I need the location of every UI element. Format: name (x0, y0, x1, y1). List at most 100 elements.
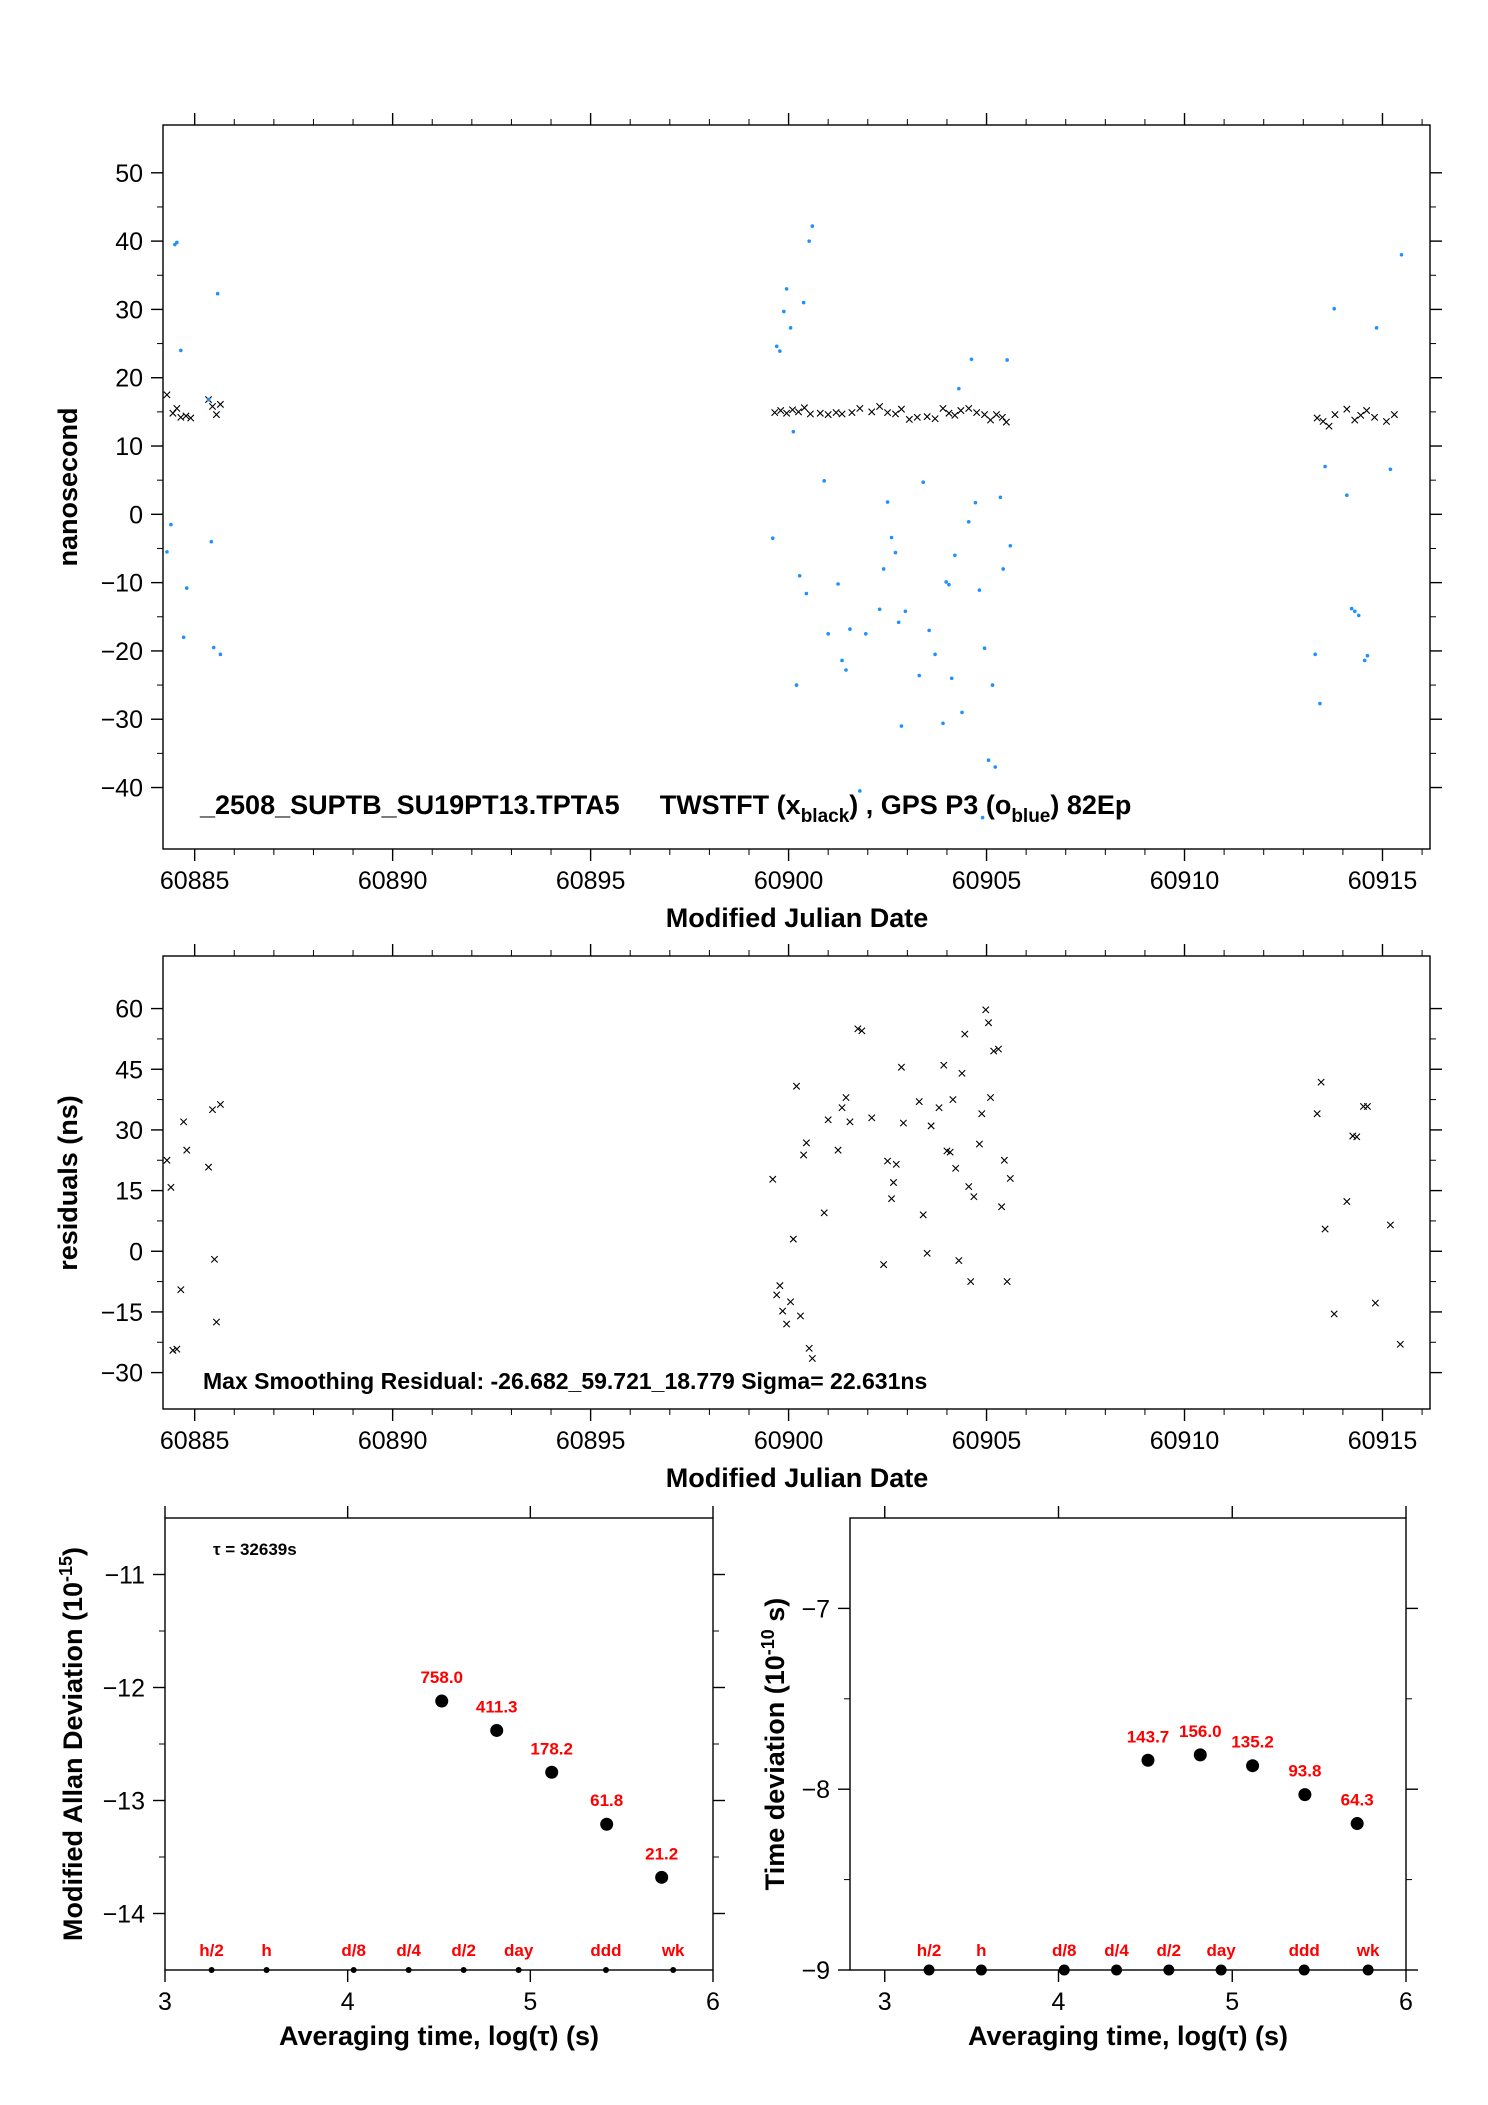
p1-dot-marker (977, 588, 982, 592)
p3-tau-label: wk (661, 1941, 685, 1960)
p3-tau-marker (602, 1967, 609, 1973)
p1-dot-marker (801, 300, 806, 305)
p1-dot-marker (947, 582, 951, 587)
p1-annot-twstft-sub: black (801, 806, 850, 827)
p4-point-label: 64.3 (1341, 1791, 1374, 1810)
p1-dot-marker (993, 765, 998, 769)
p2-x-marker (1386, 1221, 1394, 1229)
p1-x-marker (848, 408, 856, 417)
p1-dot-marker (917, 673, 922, 678)
p1-dot-marker (877, 607, 882, 612)
p1-x-marker (1331, 411, 1339, 419)
p4-ylabel-main: Time deviation (10 (760, 1655, 790, 1890)
time-difference-panel: 60885 60890 60895 60900 60905 60910 60915 −40 −3… (53, 113, 1442, 933)
p1-dot-marker (899, 724, 904, 728)
p1-x-marker (913, 413, 921, 421)
p2-x-marker (858, 1027, 866, 1035)
p2-ytick-label: 60 (115, 996, 143, 1024)
p1-dot-marker (778, 349, 782, 353)
p1-x-marker (1319, 417, 1327, 426)
p3-tau-marker (460, 1967, 467, 1973)
p3-tau-marker (350, 1967, 357, 1973)
p2-x-marker (773, 1291, 781, 1299)
p4-tau-label: day (1206, 1941, 1236, 1960)
p1-ytick-label: 10 (115, 433, 143, 461)
p1-x-marker (824, 411, 832, 419)
p1-dot-marker (933, 652, 937, 657)
p2-x-marker (955, 1256, 963, 1265)
p2-x-marker (935, 1104, 943, 1112)
p1-dot-marker (896, 620, 901, 625)
p2-x-marker (838, 1104, 846, 1112)
p1-ytick-label: 20 (115, 365, 143, 393)
p1-x-marker (1382, 417, 1391, 426)
p2-x-marker (1343, 1197, 1351, 1206)
p2-x-marker (990, 1047, 998, 1055)
p1-dot-marker (810, 224, 815, 228)
p3-point (490, 1723, 504, 1737)
p1-x-marker (992, 411, 1001, 419)
p1-y-axis-label: nanosecond (53, 407, 83, 566)
p2-x-marker (1371, 1299, 1379, 1307)
p2-x-marker (204, 1163, 213, 1171)
p1-dot-marker (840, 658, 844, 663)
p3-point-label: 61.8 (590, 1791, 623, 1810)
p1-x-marker (980, 411, 989, 419)
p1-x-marker (868, 408, 876, 416)
p2-annotation: Max Smoothing Residual: -26.682_59.721_1… (203, 1368, 927, 1394)
p3-tau-marker (263, 1967, 270, 1973)
p2-x-marker (183, 1146, 191, 1154)
p1-dot-marker (1362, 658, 1367, 663)
p2-x-marker (208, 1106, 217, 1114)
p1-dot-marker (949, 676, 954, 681)
p1-dot-marker (209, 539, 214, 544)
p2-x-marker (854, 1025, 862, 1033)
p3-xtick-label: 3 (158, 1988, 172, 2016)
p1-ytick-label: 0 (129, 501, 143, 529)
p2-x-marker (786, 1298, 795, 1306)
p1-dot-marker (953, 553, 957, 558)
p1-x-marker (957, 406, 965, 415)
p4-point (1246, 1759, 1260, 1773)
p2-x-marker (986, 1093, 995, 1102)
p1-dot-marker (784, 287, 789, 291)
p4-ylabel-end: s) (760, 1598, 790, 1630)
p1-dot-marker (858, 789, 862, 793)
p1-dot-marker (980, 815, 985, 820)
p4-tau-marker (1111, 1964, 1123, 1976)
p1-dot-marker (863, 632, 868, 636)
p2-x-marker (212, 1318, 221, 1326)
p1-dot-marker (1005, 358, 1009, 362)
p3-point (545, 1765, 559, 1779)
p2-x-marker (1313, 1110, 1321, 1118)
p2-x-marker (919, 1211, 927, 1219)
p2-x-marker (958, 1069, 966, 1077)
p1-x-marker (951, 411, 959, 419)
p3-frame (164, 1517, 714, 1971)
p1-dot-marker (836, 582, 840, 586)
p3-point-label: 411.3 (476, 1697, 518, 1716)
p1-xtick-label: 60905 (952, 867, 1022, 895)
p1-x-marker (169, 409, 177, 417)
p1-x-marker (838, 410, 846, 418)
p1-dot-marker (885, 500, 890, 504)
p4-frame (849, 1517, 1407, 1971)
p2-x-marker (940, 1061, 948, 1069)
p2-ytick-label: 30 (115, 1117, 143, 1145)
p1-annot-twstft: TWSTFT (x (660, 790, 801, 820)
p1-dot-marker (791, 429, 796, 434)
p1-dot-marker (1388, 467, 1393, 472)
p1-x-marker (1002, 418, 1010, 426)
p4-point-label: 135.2 (1231, 1733, 1274, 1752)
p2-x-marker (769, 1175, 777, 1183)
p1-x-marker (1351, 416, 1359, 424)
p1-dot-marker (1374, 326, 1379, 330)
p1-x-marker (182, 412, 190, 420)
p4-ylabel-sup: -10 (758, 1629, 778, 1655)
p1-ytick-label: 50 (115, 160, 143, 188)
p1-ytick-label: 30 (115, 296, 143, 324)
p1-dot-marker (1349, 606, 1354, 611)
p1-ytick-label: −40 (101, 775, 143, 803)
p1-dot-marker (1399, 252, 1404, 257)
p1-dot-marker (770, 536, 775, 541)
